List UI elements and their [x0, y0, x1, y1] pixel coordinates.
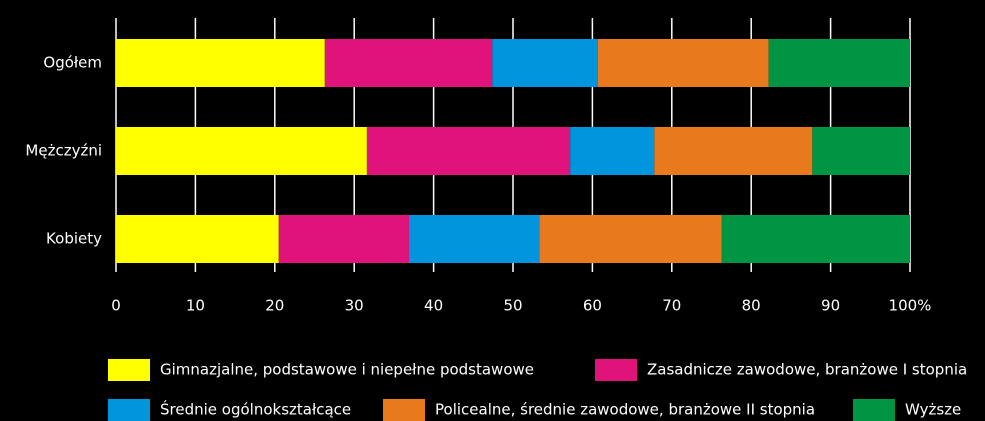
- x-tick-label: 50: [503, 297, 522, 315]
- x-tick-label: 90: [821, 297, 840, 315]
- bar-segment: [721, 215, 910, 263]
- bar-segment: [278, 215, 409, 263]
- bar-segment: [366, 127, 571, 175]
- x-tick-label: 60: [583, 297, 602, 315]
- bar-segment: [570, 127, 655, 175]
- y-tick-label: Mężczyźni: [25, 142, 102, 160]
- x-tick-label: 70: [662, 297, 681, 315]
- bar-segment: [539, 215, 722, 263]
- legend-label: Zasadnicze zawodowe, branżowe I stopnia: [647, 361, 967, 379]
- bar-segment: [812, 127, 910, 175]
- legend-swatch: [108, 359, 150, 381]
- bar-segment: [408, 215, 540, 263]
- bar-segment: [768, 39, 910, 87]
- legend-swatch: [383, 399, 425, 421]
- bar-segment: [654, 127, 813, 175]
- x-tick-label: 20: [265, 297, 284, 315]
- x-tick-label: 10: [186, 297, 205, 315]
- legend-label: Gimnazjalne, podstawowe i niepełne podst…: [160, 361, 534, 379]
- bar-segment: [116, 215, 279, 263]
- x-tick-label: 80: [742, 297, 761, 315]
- x-tick-label: 30: [345, 297, 364, 315]
- legend-label: Średnie ogólnokształcące: [160, 400, 351, 419]
- legend-swatch: [595, 359, 637, 381]
- bar-segment: [324, 39, 493, 87]
- legend-swatch: [853, 399, 895, 421]
- legend-label: Wyższe: [905, 401, 961, 419]
- bar-segment: [492, 39, 598, 87]
- legend-swatch: [108, 399, 150, 421]
- y-tick-label: Kobiety: [46, 230, 102, 248]
- bar-segment: [116, 39, 325, 87]
- legend-label: Policealne, średnie zawodowe, branżowe I…: [435, 401, 815, 419]
- y-tick-label: Ogółem: [43, 54, 102, 72]
- x-tick-label: 0: [111, 297, 121, 315]
- bar-segment: [116, 127, 367, 175]
- bar-segment: [597, 39, 769, 87]
- x-tick-label: 100%: [889, 297, 932, 315]
- x-tick-label: 40: [424, 297, 443, 315]
